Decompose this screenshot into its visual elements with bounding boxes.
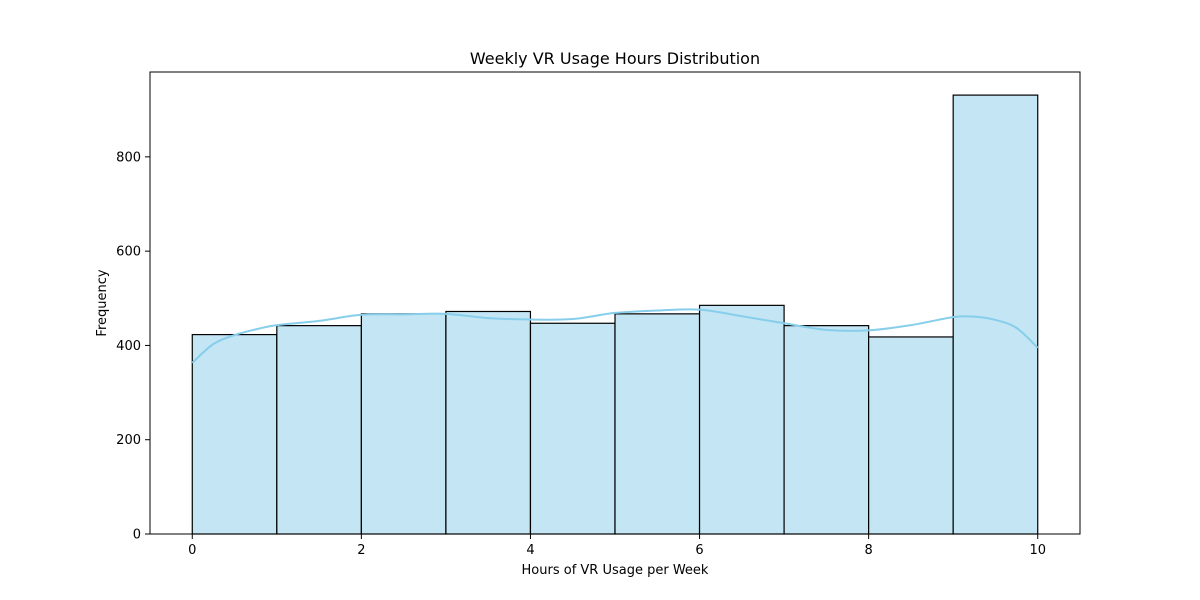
plot-frame [149,71,1081,535]
y-tick-label: 400 [116,339,141,354]
y-tick-label: 800 [116,150,141,165]
x-axis-ticks: 0 2 4 6 8 10 [188,534,1046,558]
histogram-bar [698,304,785,535]
x-tick-label: 6 [695,543,703,558]
histogram-bar [360,313,447,535]
y-axis-ticks: 0 200 400 600 800 [116,150,150,543]
x-tick-label: 2 [357,543,365,558]
y-tick-label: 600 [116,245,141,260]
histogram-bar [868,336,954,535]
x-axis-title: Hours of VR Usage per Week [522,563,709,578]
histogram-bar [191,333,278,535]
histogram-bar [529,322,616,535]
histogram-bar [952,94,1039,535]
x-tick-label: 4 [526,543,534,558]
y-axis-title: Frequency [95,269,110,336]
y-tick-label: 0 [133,528,141,543]
bars-layer [191,94,1039,535]
histogram-bar [783,325,870,535]
x-tick-label: 10 [1029,543,1046,558]
kde-layer [191,308,1039,364]
histogram-bar [614,313,701,535]
histogram-bar [445,310,532,535]
x-tick-label: 0 [188,543,196,558]
x-tick-label: 8 [864,543,872,558]
chart-title: Weekly VR Usage Hours Distribution [470,49,760,68]
kde-line [191,308,1039,364]
histogram-bar [276,325,362,535]
y-tick-label: 200 [116,433,141,448]
